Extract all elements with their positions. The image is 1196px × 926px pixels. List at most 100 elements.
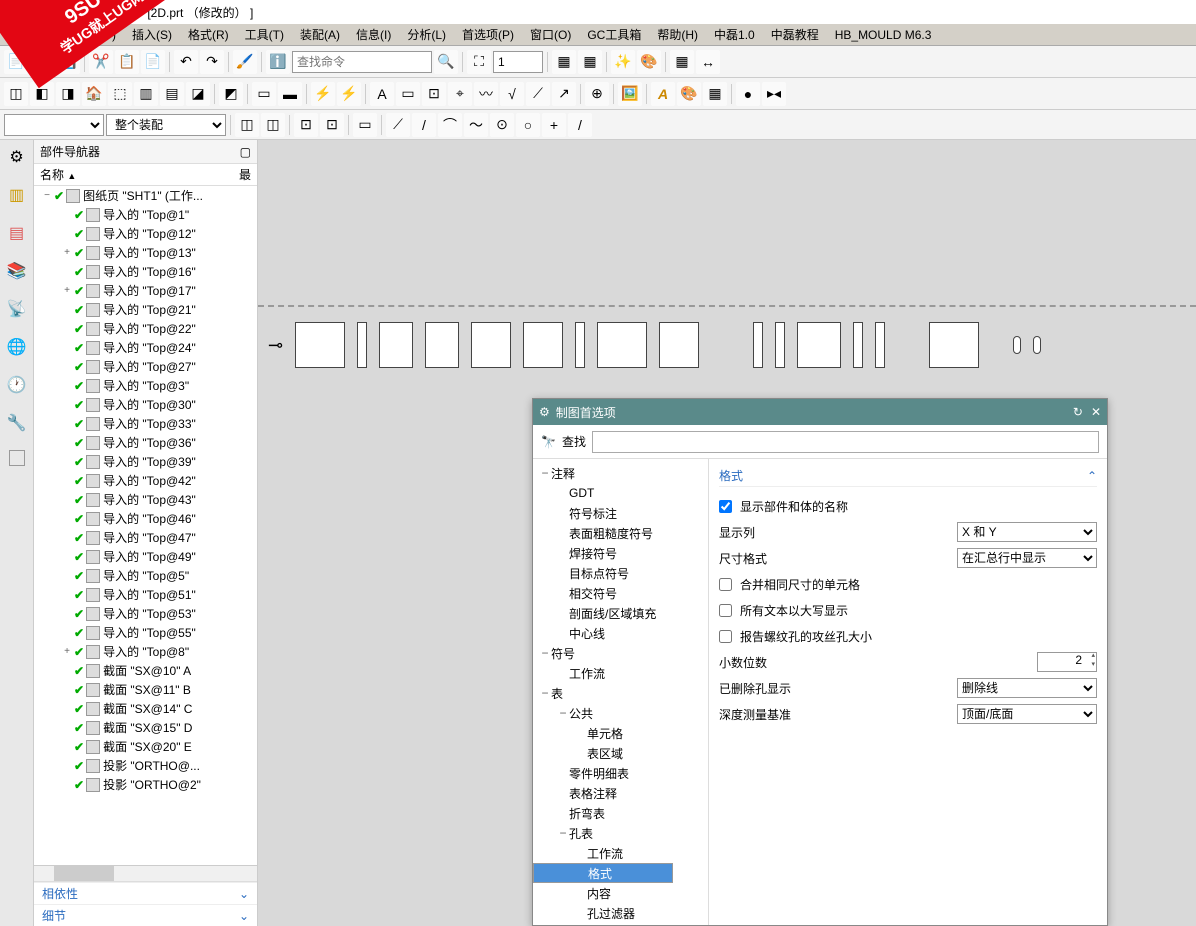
nav-tree[interactable]: −✔ 图纸页 "SHT1" (工作... ✔导入的 "Top@1"✔导入的 "T… bbox=[34, 186, 257, 865]
dialog-tree-node[interactable]: 折弯表 bbox=[533, 803, 708, 823]
show-names-checkbox[interactable] bbox=[719, 500, 732, 513]
dialog-tree-node[interactable]: 单元格 bbox=[533, 723, 708, 743]
tree-row[interactable]: ✔截面 "SX@10" A bbox=[34, 661, 257, 680]
drawing-view[interactable] bbox=[753, 322, 763, 368]
t2-16-icon[interactable]: ⌖ bbox=[448, 82, 472, 106]
depth-select[interactable]: 顶面/底面 bbox=[957, 704, 1097, 724]
t2-7-icon[interactable]: ▤ bbox=[160, 82, 184, 106]
tree-row[interactable]: ✔导入的 "Top@21" bbox=[34, 300, 257, 319]
t2-17-icon[interactable]: 〰 bbox=[474, 82, 498, 106]
dimension-icon[interactable]: ↔ bbox=[696, 50, 720, 74]
dim-format-select[interactable]: 在汇总行中显示 bbox=[957, 548, 1097, 568]
wand-icon[interactable]: ✨ bbox=[611, 50, 635, 74]
t3-3-icon[interactable]: ⊡ bbox=[294, 113, 318, 137]
dialog-tree-node[interactable]: 符号标注 bbox=[533, 503, 708, 523]
t2-25-icon[interactable]: ▦ bbox=[703, 82, 727, 106]
t2-15-icon[interactable]: ⊡ bbox=[422, 82, 446, 106]
drawing-view[interactable] bbox=[295, 322, 345, 368]
tree-row[interactable]: ✔导入的 "Top@53" bbox=[34, 604, 257, 623]
t3-9-icon[interactable]: 〜 bbox=[464, 113, 488, 137]
t2-9-icon[interactable]: ◩ bbox=[219, 82, 243, 106]
dialog-search-input[interactable] bbox=[592, 431, 1099, 453]
dialog-tree-node[interactable]: 目标点符号 bbox=[533, 563, 708, 583]
t2-6-icon[interactable]: ▥ bbox=[134, 82, 158, 106]
layers1-icon[interactable]: ▦ bbox=[552, 50, 576, 74]
tree-row[interactable]: ✔导入的 "Top@46" bbox=[34, 509, 257, 528]
t2-27-icon[interactable]: ▸◂ bbox=[762, 82, 786, 106]
t2-19-icon[interactable]: ⟋ bbox=[526, 82, 550, 106]
layers2-icon[interactable]: ▦ bbox=[578, 50, 602, 74]
menu-item[interactable]: 窗口(O) bbox=[524, 24, 577, 45]
menu-item[interactable]: 中磊1.0 bbox=[708, 24, 761, 45]
dialog-tree-node[interactable]: 表区域 bbox=[533, 743, 708, 763]
fit-icon[interactable]: ⛶ bbox=[467, 50, 491, 74]
t3-6-icon[interactable]: ⟋ bbox=[386, 113, 410, 137]
t2-14-icon[interactable]: ▭ bbox=[396, 82, 420, 106]
t2-10-icon[interactable]: ▭ bbox=[252, 82, 276, 106]
num-input[interactable] bbox=[493, 51, 543, 73]
dialog-tree-node[interactable]: 零件明细表 bbox=[533, 763, 708, 783]
tree-row[interactable]: ✔导入的 "Top@27" bbox=[34, 357, 257, 376]
drawing-view[interactable] bbox=[1033, 336, 1041, 354]
drawing-view[interactable] bbox=[471, 322, 511, 368]
t2-22-icon[interactable]: 🖼️ bbox=[618, 82, 642, 106]
t3-12-icon[interactable]: + bbox=[542, 113, 566, 137]
t2-1-icon[interactable]: ◫ bbox=[4, 82, 28, 106]
tree-row[interactable]: ✔导入的 "Top@51" bbox=[34, 585, 257, 604]
clock-icon[interactable]: 🕐 bbox=[6, 374, 28, 396]
tree-row[interactable]: ✔导入的 "Top@55" bbox=[34, 623, 257, 642]
t2-5-icon[interactable]: ⬚ bbox=[108, 82, 132, 106]
cut-icon[interactable]: ✂️ bbox=[89, 50, 113, 74]
drawing-view[interactable] bbox=[1013, 336, 1021, 354]
dialog-tree-node[interactable]: 相交符号 bbox=[533, 583, 708, 603]
menu-item[interactable]: 信息(I) bbox=[350, 24, 397, 45]
tree-row[interactable]: +✔导入的 "Top@8" bbox=[34, 642, 257, 661]
dialog-tree-node[interactable]: GDT bbox=[533, 483, 708, 503]
palette-icon[interactable]: 🎨 bbox=[637, 50, 661, 74]
merge-checkbox[interactable] bbox=[719, 578, 732, 591]
t3-10-icon[interactable]: ⊙ bbox=[490, 113, 514, 137]
t3-13-icon[interactable]: / bbox=[568, 113, 592, 137]
dialog-tree-node[interactable]: −符号 bbox=[533, 643, 708, 663]
dialog-tree-node[interactable]: 工作流 bbox=[533, 843, 708, 863]
t2-24-icon[interactable]: 🎨 bbox=[677, 82, 701, 106]
decimals-spinner[interactable]: 2 bbox=[1037, 652, 1097, 672]
display-col-select[interactable]: X 和 Y bbox=[957, 522, 1097, 542]
t2-8-icon[interactable]: ◪ bbox=[186, 82, 210, 106]
dialog-tree-node[interactable]: −孔表 bbox=[533, 823, 708, 843]
dialog-reset-icon[interactable]: ↻ bbox=[1073, 405, 1083, 419]
dialog-tree-node[interactable]: 焊接符号 bbox=[533, 543, 708, 563]
tree-row[interactable]: ✔导入的 "Top@3" bbox=[34, 376, 257, 395]
rail-icon-2[interactable]: ▥ bbox=[6, 184, 28, 206]
tree-row[interactable]: +✔导入的 "Top@17" bbox=[34, 281, 257, 300]
command-search[interactable] bbox=[292, 51, 432, 73]
t2-11-icon[interactable]: ▬ bbox=[278, 82, 302, 106]
menu-item[interactable]: 帮助(H) bbox=[651, 24, 704, 45]
info-icon[interactable]: ℹ️ bbox=[266, 50, 290, 74]
menu-item[interactable]: 工具(T) bbox=[239, 24, 290, 45]
dialog-tree[interactable]: −注释GDT符号标注表面粗糙度符号焊接符号目标点符号相交符号剖面线/区域填充中心… bbox=[533, 459, 709, 925]
drawing-view[interactable] bbox=[597, 322, 647, 368]
nav-dock-icon[interactable]: ▢ bbox=[240, 145, 251, 159]
table-icon[interactable]: ▦ bbox=[670, 50, 694, 74]
menu-item[interactable]: GC工具箱 bbox=[581, 24, 647, 45]
t3-2-icon[interactable]: ◫ bbox=[261, 113, 285, 137]
tree-row[interactable]: ✔截面 "SX@15" D bbox=[34, 718, 257, 737]
drawing-view[interactable] bbox=[523, 322, 563, 368]
filter-dropdown[interactable] bbox=[4, 114, 104, 136]
t2-23-icon[interactable]: A bbox=[651, 82, 675, 106]
rail-icon-4[interactable]: 📚 bbox=[6, 260, 28, 282]
nav-col1[interactable]: 名称 ▲ bbox=[40, 166, 76, 183]
tree-row[interactable]: ✔导入的 "Top@1" bbox=[34, 205, 257, 224]
dialog-tree-node[interactable]: 工作流 bbox=[533, 663, 708, 683]
tree-row[interactable]: ✔导入的 "Top@39" bbox=[34, 452, 257, 471]
text-icon[interactable]: A bbox=[370, 82, 394, 106]
dialog-tree-node[interactable]: 表格注释 bbox=[533, 783, 708, 803]
drawing-view[interactable] bbox=[379, 322, 413, 368]
dialog-tree-node[interactable]: −表 bbox=[533, 683, 708, 703]
collapse-icon[interactable]: ⌃ bbox=[1087, 469, 1097, 483]
t2-21-icon[interactable]: ⊕ bbox=[585, 82, 609, 106]
nav-detail[interactable]: 细节⌄ bbox=[34, 904, 257, 926]
menu-item[interactable]: 装配(A) bbox=[294, 24, 346, 45]
drawing-view[interactable] bbox=[929, 322, 979, 368]
